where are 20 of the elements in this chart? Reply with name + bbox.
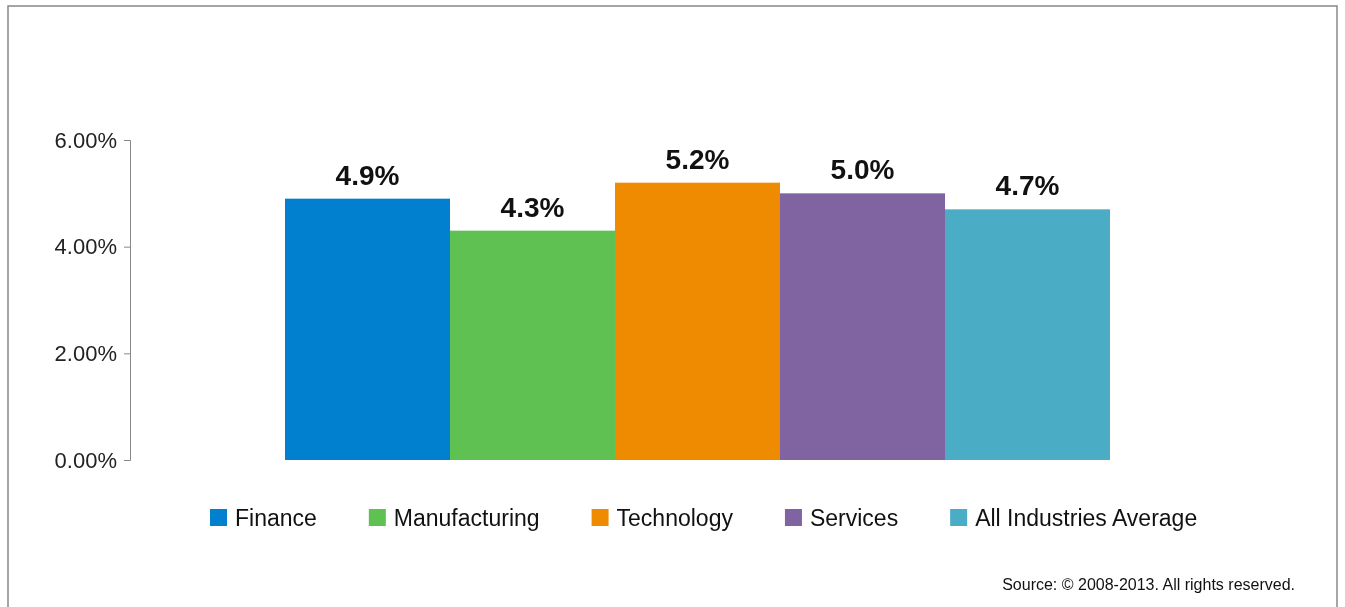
bar — [945, 209, 1110, 460]
bar — [615, 182, 780, 460]
legend-label: Technology — [616, 505, 734, 531]
legend-label: All Industries Average — [975, 505, 1198, 531]
source-note: Source: © 2008-2013. All rights reserved. — [1002, 576, 1295, 593]
data-label: 4.3% — [500, 191, 565, 223]
data-label: 5.2% — [665, 143, 730, 175]
y-tick-label: 6.00% — [54, 127, 117, 153]
legend-label: Services — [809, 505, 899, 531]
bar — [285, 198, 450, 460]
data-label: 4.9% — [335, 159, 400, 191]
data-label: 5.0% — [830, 154, 895, 186]
bar — [780, 193, 945, 460]
y-tick-label: 0.00% — [54, 447, 117, 473]
y-tick-label: 2.00% — [54, 340, 117, 366]
legend-label: Manufacturing — [393, 505, 540, 531]
legend-label: Finance — [235, 505, 317, 531]
bar — [450, 230, 615, 460]
data-label: 4.7% — [995, 170, 1060, 202]
y-tick-label: 4.00% — [54, 234, 117, 260]
